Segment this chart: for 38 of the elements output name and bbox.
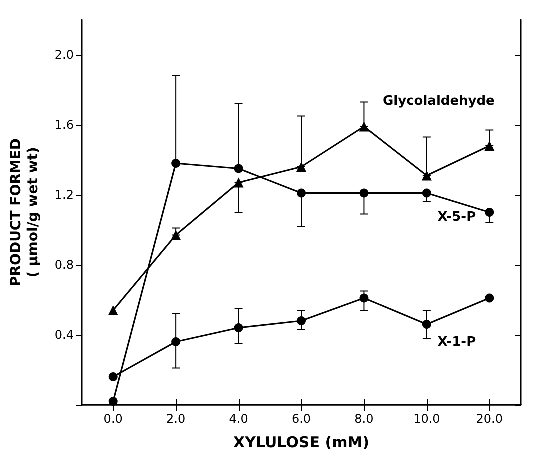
point xyxy=(422,170,432,181)
point xyxy=(485,294,494,303)
point xyxy=(234,324,244,332)
point xyxy=(360,188,369,198)
point xyxy=(108,372,118,382)
x-tick-label: 10.0 xyxy=(414,412,440,426)
point xyxy=(171,230,182,240)
x-tick-label: 20.0 xyxy=(476,412,503,426)
point xyxy=(234,164,244,174)
point xyxy=(108,306,118,316)
series-label: X-5-P xyxy=(438,210,476,225)
x-tick-label: 4.0 xyxy=(229,412,248,426)
y-axis-title: PRODUCT FORMED ( μmol/g wet wt) xyxy=(8,138,42,286)
point xyxy=(297,316,306,326)
point xyxy=(485,208,494,217)
y-tick-label: 1.2 xyxy=(54,188,74,202)
series-label: Glycolaldehyde xyxy=(382,94,496,109)
point xyxy=(422,188,432,198)
x-tick-label: 0.0 xyxy=(104,412,123,426)
y-tick-label: 2.0 xyxy=(54,48,74,62)
series-label: X-1-P xyxy=(438,335,476,350)
y-tick-label: 0.4 xyxy=(54,328,74,342)
point xyxy=(484,141,495,151)
x-tick-label: 8.0 xyxy=(354,412,374,426)
point xyxy=(108,397,118,406)
y-tick-label: 1.6 xyxy=(54,118,74,132)
x-tick-label: 2.0 xyxy=(166,412,186,426)
point xyxy=(296,162,306,172)
point xyxy=(422,320,432,329)
point xyxy=(297,188,306,198)
point xyxy=(172,159,181,168)
x-axis-title: XYLULOSE (mM) xyxy=(234,434,370,452)
point xyxy=(360,294,369,303)
point xyxy=(172,338,181,346)
point xyxy=(234,178,244,188)
y-tick-label: 0.8 xyxy=(54,258,74,272)
point xyxy=(359,122,370,132)
x-tick-label: 6.0 xyxy=(292,412,312,426)
